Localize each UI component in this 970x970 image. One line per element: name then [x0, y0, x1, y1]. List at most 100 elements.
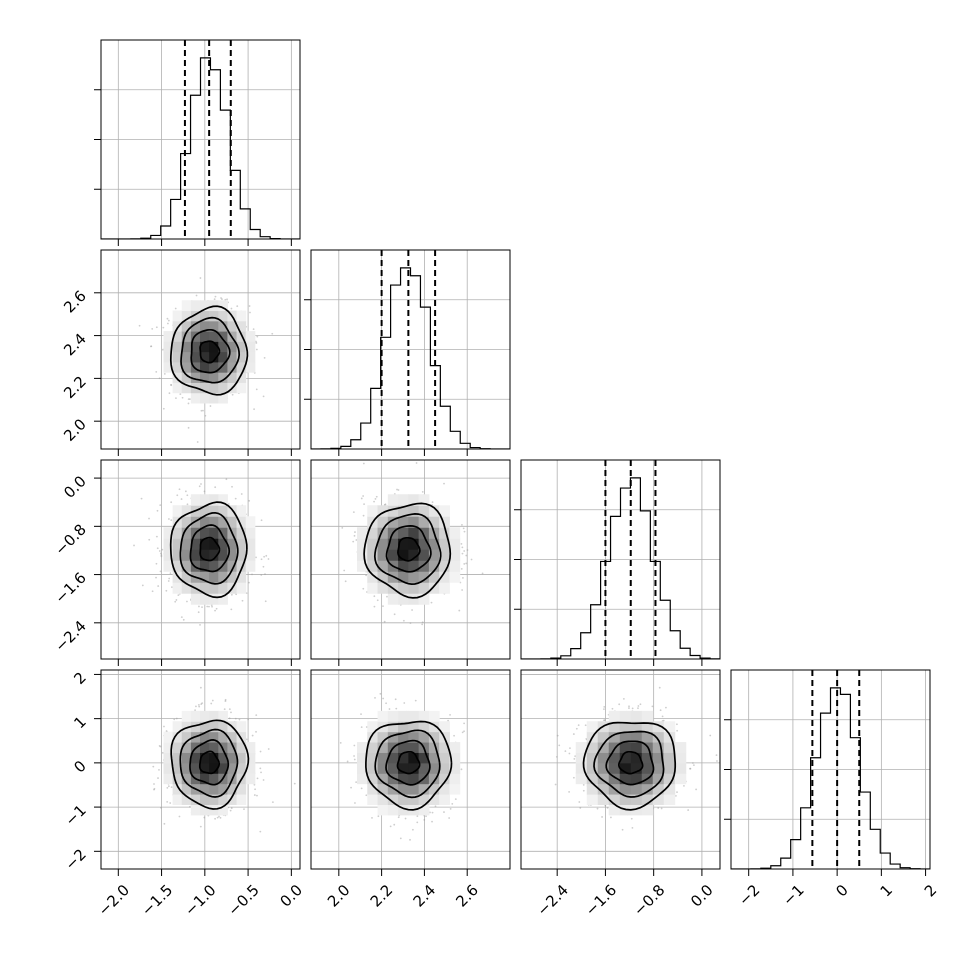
density-cell — [190, 310, 201, 322]
density-cell — [418, 527, 430, 539]
sample-point — [248, 581, 250, 584]
sample-point — [202, 409, 204, 412]
sample-point — [354, 531, 356, 533]
sample-point — [208, 605, 210, 608]
sample-point — [397, 816, 400, 819]
density-cell — [209, 361, 219, 373]
panel-1-0 — [101, 250, 300, 449]
sample-point — [256, 777, 259, 780]
density-cell — [181, 794, 192, 805]
sample-point — [248, 305, 251, 307]
density-cell — [418, 538, 430, 550]
sample-point — [150, 345, 152, 348]
sample-point — [196, 441, 199, 443]
sample-point — [463, 530, 466, 533]
density-cell — [200, 372, 210, 383]
density-cell — [357, 752, 368, 764]
density-cell — [418, 593, 430, 605]
sample-point — [158, 768, 160, 771]
sample-point — [223, 708, 226, 711]
density-cell — [357, 742, 368, 753]
density-cell — [408, 538, 420, 550]
sample-point — [251, 734, 254, 737]
sample-point — [234, 497, 237, 500]
density-cell — [190, 331, 201, 342]
density-cell — [172, 372, 183, 383]
sample-point — [382, 605, 384, 608]
sample-point — [430, 601, 433, 604]
density-cell — [227, 752, 238, 764]
density-cell — [377, 582, 389, 594]
histogram-1 — [311, 267, 510, 449]
sample-point — [200, 483, 202, 485]
density-cell — [218, 549, 228, 561]
density-cell — [181, 372, 192, 383]
sample-point — [377, 815, 380, 818]
density-cell — [367, 742, 379, 753]
density-cell — [209, 742, 219, 753]
density-cell — [190, 560, 201, 572]
sample-point — [203, 490, 206, 493]
density-cell — [200, 505, 210, 517]
panel-3-1 — [311, 670, 510, 869]
density-cell — [218, 752, 228, 764]
density-cell — [218, 804, 228, 816]
sample-point — [156, 547, 159, 550]
sample-point — [204, 414, 207, 417]
sample-point — [460, 542, 463, 545]
density-cell — [172, 549, 183, 561]
sample-point — [461, 731, 464, 734]
density-cell — [200, 392, 210, 404]
density-cell — [172, 773, 183, 785]
sample-point — [447, 719, 449, 722]
density-cell — [245, 351, 256, 363]
sample-point — [375, 495, 378, 498]
density-cell — [209, 582, 219, 594]
contour-2-1-0 — [397, 537, 421, 562]
density-cell — [200, 762, 210, 774]
sample-point — [461, 552, 464, 555]
density-cell — [398, 538, 409, 550]
sample-point — [360, 497, 363, 500]
sample-point — [243, 808, 245, 811]
density-cell — [190, 372, 201, 383]
sample-point — [463, 563, 466, 565]
sample-point — [179, 393, 182, 396]
sample-point — [352, 511, 355, 514]
sample-point — [170, 383, 172, 386]
density-cell — [439, 505, 450, 517]
contour-2-1-2 — [373, 513, 442, 585]
sample-point — [203, 816, 206, 819]
sample-point — [188, 805, 191, 808]
density-cell — [418, 494, 430, 506]
sample-point — [201, 606, 203, 608]
sample-point — [365, 574, 368, 577]
density-cell — [377, 505, 389, 517]
density-cell — [209, 505, 219, 517]
density-cell — [398, 527, 409, 539]
density-cell — [418, 582, 430, 594]
sample-point — [260, 574, 263, 576]
sample-point — [200, 409, 203, 412]
sample-point — [162, 326, 165, 329]
sample-point — [174, 600, 177, 603]
density-cell — [218, 372, 228, 383]
density-cell — [428, 571, 440, 583]
sample-point — [234, 717, 237, 720]
sample-point — [168, 518, 170, 520]
sample-point — [186, 494, 189, 497]
sample-point — [175, 397, 177, 400]
sample-point — [187, 426, 190, 429]
sample-point — [151, 590, 154, 593]
sample-point — [163, 822, 166, 825]
sample-point — [458, 609, 461, 612]
density-cell — [200, 571, 210, 583]
sample-point — [167, 785, 170, 788]
sample-point — [176, 494, 179, 497]
panel-frame-2-2 — [520, 459, 721, 660]
sample-point — [423, 819, 426, 821]
density-cell — [172, 527, 183, 539]
sample-point — [194, 709, 196, 712]
density-cell — [172, 560, 183, 572]
